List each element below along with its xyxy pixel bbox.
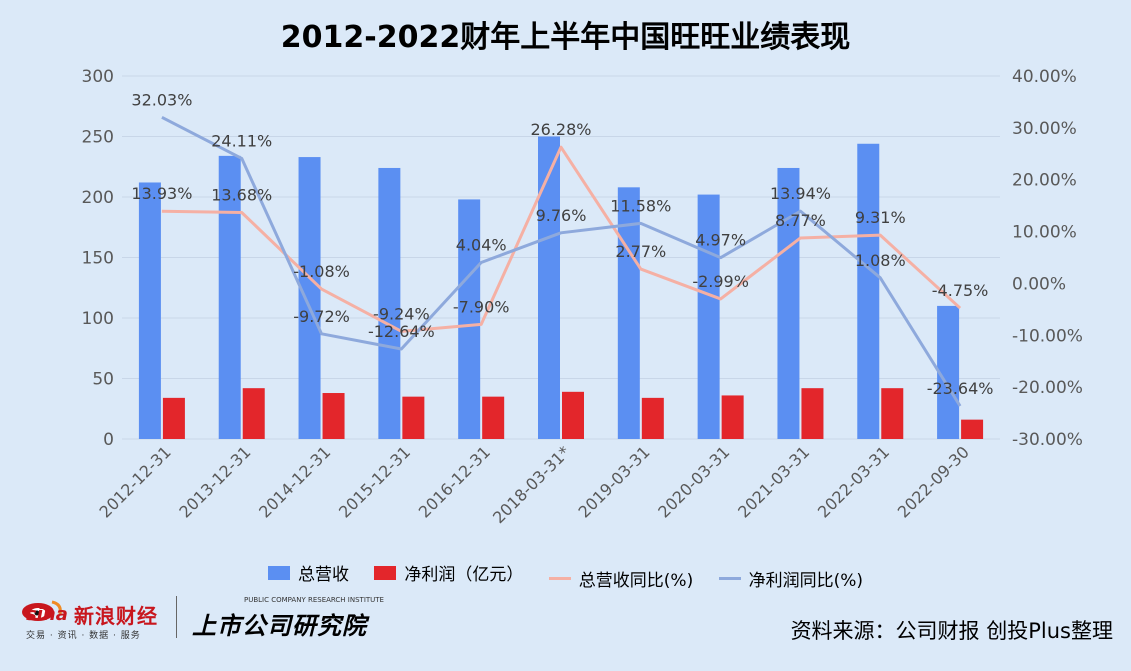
legend-label-profit: 净利润（亿元） — [404, 565, 524, 585]
x-tick-label: 2022-09-30 — [894, 442, 973, 521]
legend-label-revenue: 总营收 — [297, 565, 349, 585]
x-tick-label: 2021-03-31 — [734, 442, 813, 521]
bar-profit — [562, 391, 584, 439]
x-tick-label: 2019-03-31 — [574, 442, 653, 521]
y-tick-label: 50 — [92, 370, 114, 390]
x-tick-label: 2020-03-31 — [654, 442, 733, 521]
sina-wordmark: sina — [26, 604, 68, 625]
legend-item-profit-yoy: 净利润同比(%) — [718, 566, 864, 591]
data-label-profit-yoy: 9.76% — [536, 206, 587, 225]
x-tick-label: 2014-12-31 — [255, 442, 334, 521]
sina-eye-icon — [22, 600, 62, 621]
bar-revenue — [138, 182, 161, 440]
line-revenue-yoy — [161, 145, 962, 333]
bar-profit — [881, 388, 904, 439]
data-label-profit-yoy: 4.97% — [695, 231, 746, 250]
bar-revenue — [617, 187, 640, 439]
y2-tick-label: -10.00% — [1012, 326, 1083, 346]
data-label-profit-yoy: 32.03% — [131, 90, 192, 109]
data-label-revenue-yoy: 8.77% — [775, 211, 826, 230]
chart-title: 2012-2022财年上半年中国旺旺业绩表现 — [280, 20, 851, 55]
y2-tick-label: 40.00% — [1012, 67, 1077, 87]
y2-tick-label: -20.00% — [1012, 378, 1083, 398]
x-tick-label: 2016-12-31 — [415, 442, 494, 521]
data-label-revenue-yoy: 26.28% — [530, 120, 591, 139]
data-label-revenue-yoy: -4.75% — [932, 281, 989, 300]
y2-tick-label: -30.00% — [1012, 430, 1083, 450]
data-label-revenue-yoy: 9.31% — [855, 208, 906, 227]
bar-revenue — [857, 143, 880, 439]
y-tick-label: 150 — [82, 249, 114, 269]
bar-revenue — [538, 136, 560, 439]
y2-tick-label: 10.00% — [1012, 223, 1077, 243]
y-tick-label: 250 — [82, 128, 114, 148]
data-label-profit-yoy: -23.64% — [927, 379, 994, 398]
research-institute-name: 上市公司研究院 — [192, 612, 367, 640]
legend-swatch-profit — [374, 565, 397, 580]
sina-brand: 新浪财经 — [74, 604, 158, 628]
legend-swatch-profit-yoy — [718, 576, 741, 580]
data-label-profit-yoy: -9.72% — [293, 307, 350, 326]
legend-swatch-revenue — [267, 565, 290, 580]
data-label-profit-yoy: 4.04% — [456, 235, 507, 254]
y2-tick-label: 0.00% — [1012, 274, 1066, 294]
bar-revenue — [458, 199, 481, 439]
legend-label-profit-yoy: 净利润同比(%) — [748, 570, 864, 591]
logo-divider — [176, 596, 177, 638]
bar-profit — [641, 397, 664, 439]
bar-profit — [482, 396, 505, 439]
legend-item-revenue: 总营收 — [267, 560, 349, 585]
data-label-profit-yoy: 13.94% — [770, 184, 831, 203]
data-label-profit-yoy: 1.08% — [855, 251, 906, 270]
y-tick-label: 200 — [82, 188, 114, 208]
data-label-revenue-yoy: -9.24% — [373, 304, 430, 323]
data-label-profit-yoy: 24.11% — [211, 131, 272, 150]
y2-tick-label: 30.00% — [1012, 119, 1077, 139]
bar-profit — [961, 419, 984, 439]
bar-profit — [402, 396, 425, 439]
logo-area: sina 新浪财经 交易 · 资讯 · 数据 · 服务 PUBLIC COMPA… — [18, 594, 418, 644]
data-label-profit-yoy: 11.58% — [610, 196, 671, 215]
chart-legend: 总营收 净利润（亿元） 总营收同比(%) 净利润同比(%) — [0, 560, 1131, 591]
bar-profit — [162, 397, 185, 439]
data-label-revenue-yoy: -1.08% — [293, 262, 350, 281]
data-label-revenue-yoy: -7.90% — [453, 297, 510, 316]
legend-item-profit: 净利润（亿元） — [374, 560, 523, 585]
x-tick-label: 2012-12-31 — [96, 442, 175, 521]
legend-label-revenue-yoy: 总营收同比(%) — [578, 570, 694, 591]
x-tick-label: 2015-12-31 — [335, 442, 414, 521]
y-tick-label: 300 — [82, 67, 114, 87]
x-tick-label: 2013-12-31 — [175, 442, 254, 521]
y-tick-label: 100 — [82, 309, 114, 329]
data-label-revenue-yoy: 2.77% — [615, 242, 666, 261]
data-label-revenue-yoy: 13.68% — [211, 185, 272, 204]
y-tick-label: 0 — [103, 430, 114, 450]
data-label-revenue-yoy: -2.99% — [692, 272, 749, 291]
bar-revenue — [298, 157, 321, 439]
bar-profit — [322, 393, 345, 439]
bar-profit — [801, 388, 824, 439]
x-tick-label: 2022-03-31 — [814, 442, 893, 521]
y2-tick-label: 20.00% — [1012, 171, 1077, 191]
bar-revenue — [218, 155, 241, 440]
sina-tagline: 交易 · 资讯 · 数据 · 服务 — [26, 631, 141, 641]
legend-swatch-revenue-yoy — [548, 576, 571, 580]
bar-profit — [721, 395, 744, 439]
bar-revenue — [777, 167, 800, 439]
line-profit-yoy — [161, 115, 962, 407]
data-label-profit-yoy: -12.64% — [368, 322, 435, 341]
source-note: 资料来源：公司财报 创投Plus整理 — [790, 619, 1113, 643]
bar-revenue — [378, 167, 401, 439]
legend-item-revenue-yoy: 总营收同比(%) — [548, 566, 694, 591]
research-institute-english: PUBLIC COMPANY RESEARCH INSTITUTE — [244, 596, 384, 604]
bar-profit — [242, 388, 265, 439]
data-label-revenue-yoy: 13.93% — [131, 184, 192, 203]
bar-revenue — [937, 305, 960, 439]
x-tick-label: 2018-03-31* — [489, 442, 574, 527]
